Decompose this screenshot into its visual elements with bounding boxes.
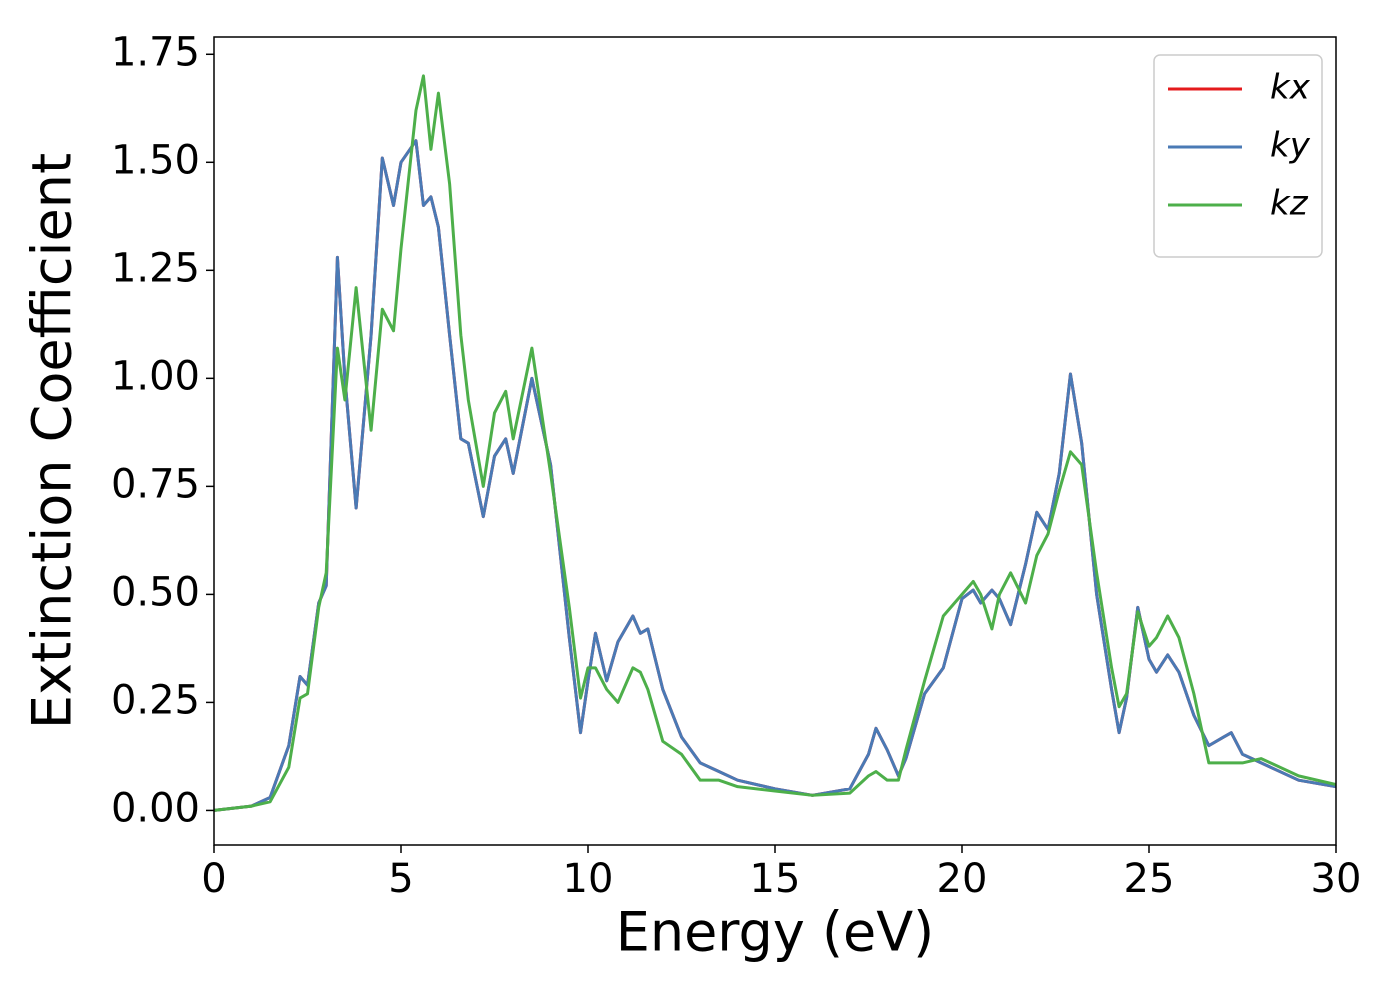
- y-tick-label: 1.75: [111, 29, 200, 75]
- x-tick-label: 0: [201, 856, 226, 902]
- legend-label: kz: [1270, 184, 1309, 224]
- legend-label: ky: [1270, 126, 1311, 166]
- series-line: [214, 74, 1336, 812]
- x-axis-label: Energy (eV): [616, 901, 935, 964]
- y-tick-label: 1.00: [111, 353, 200, 399]
- x-tick-label: 15: [750, 856, 801, 902]
- y-tick-label: 0.00: [111, 785, 200, 831]
- x-tick-label: 30: [1311, 856, 1362, 902]
- plot-frame: [213, 36, 1337, 846]
- x-tick-label: 5: [388, 856, 413, 902]
- x-tick-label: 10: [563, 856, 614, 902]
- y-tick-label: 0.25: [111, 677, 200, 723]
- y-tick-label: 1.50: [111, 137, 200, 183]
- x-tick-label: 20: [937, 856, 988, 902]
- x-tick-label: 25: [1124, 856, 1175, 902]
- y-tick-label: 0.50: [111, 569, 200, 615]
- series-line: [214, 139, 1336, 812]
- y-axis-label: Extinction Coefficient: [21, 153, 84, 729]
- y-tick-label: 1.25: [111, 245, 200, 291]
- y-tick-label: 0.75: [111, 461, 200, 507]
- legend-label: kx: [1270, 68, 1311, 108]
